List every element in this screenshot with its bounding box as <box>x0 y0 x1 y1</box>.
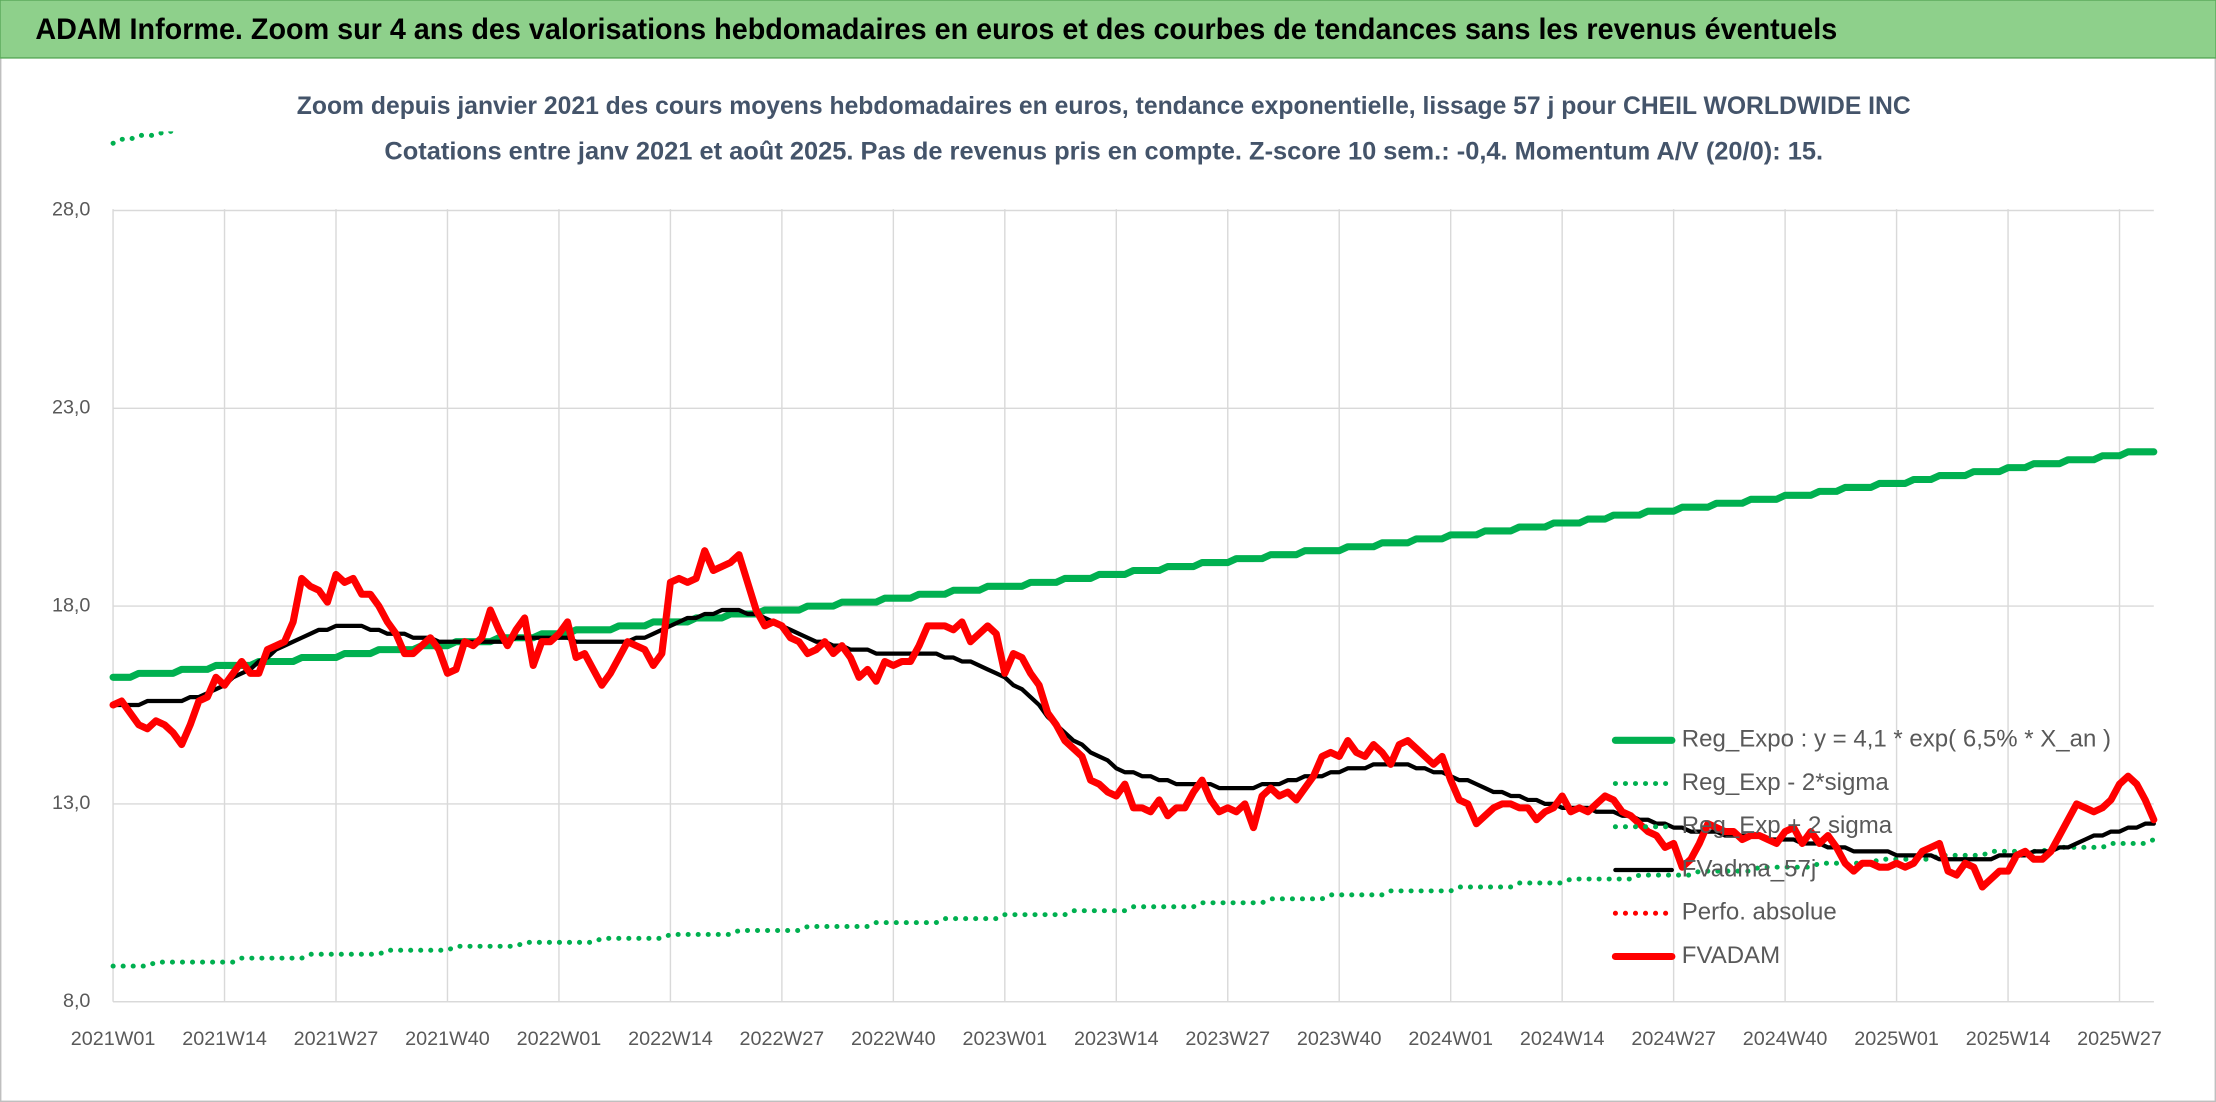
x-tick-label: 2025W27 <box>2077 1028 2162 1050</box>
x-tick-label: 2023W40 <box>1297 1028 1382 1050</box>
series-line <box>110 607 2156 862</box>
x-tick-label: 2024W14 <box>1520 1028 1605 1050</box>
x-tick-label: 2022W27 <box>740 1028 825 1050</box>
grid: 8,0 13,0 18,0 23,0 28,0 2021W01 2021W14 2021W27… <box>52 199 2162 1050</box>
legend-label: FVADAM <box>1682 942 1780 969</box>
legend-label: Reg_Exp + 2 sigma <box>1682 812 1893 839</box>
legend-label: Reg_Expo : y = 4,1 * exp( 6,5% * X_an ) <box>1682 726 2111 753</box>
y-tick-label: 8,0 <box>63 990 90 1012</box>
y-tick-label: 13,0 <box>52 792 90 814</box>
x-tick-label: 2024W40 <box>1743 1028 1828 1050</box>
legend: Reg_Expo : y = 4,1 * exp( 6,5% * X_an ) R… <box>1611 726 2111 969</box>
x-tick-label: 2022W14 <box>628 1028 713 1050</box>
y-tick-label: 18,0 <box>52 594 90 616</box>
plot-lines <box>109 131 2158 969</box>
x-tick-label: 2021W27 <box>294 1028 379 1050</box>
header-band <box>0 0 2216 59</box>
series-line <box>110 837 2157 969</box>
subtitle-box <box>282 81 1923 177</box>
series-line <box>109 547 2158 891</box>
y-tick-label: 28,0 <box>52 199 90 221</box>
x-tick-label: 2022W40 <box>851 1028 936 1050</box>
x-tick-label: 2025W01 <box>1854 1028 1939 1050</box>
x-tick-label: 2022W01 <box>517 1028 602 1050</box>
x-tick-label: 2023W14 <box>1074 1028 1159 1050</box>
subtitle-line: Cotations entre janv 2021 et août 2025. … <box>384 137 1823 165</box>
x-tick-label: 2024W27 <box>1631 1028 1716 1050</box>
y-tick-label: 23,0 <box>52 397 90 419</box>
x-tick-label: 2021W40 <box>405 1028 490 1050</box>
legend-label: Reg_Exp - 2*sigma <box>1682 769 1890 796</box>
x-tick-label: 2025W14 <box>1966 1028 2051 1050</box>
x-tick-label: 2021W01 <box>71 1028 156 1050</box>
x-tick-label: 2024W01 <box>1408 1028 1493 1050</box>
legend-label: FVadma_57j <box>1682 855 1816 882</box>
x-tick-label: 2023W27 <box>1185 1028 1270 1050</box>
x-tick-label: 2021W14 <box>182 1028 267 1050</box>
header-title: ADAM Informe. Zoom sur 4 ans des valoris… <box>35 13 1837 46</box>
subtitle-line: Zoom depuis janvier 2021 des cours moyen… <box>297 92 1911 120</box>
legend-label: Perfo. absolue <box>1682 899 1837 926</box>
x-tick-label: 2023W01 <box>963 1028 1048 1050</box>
